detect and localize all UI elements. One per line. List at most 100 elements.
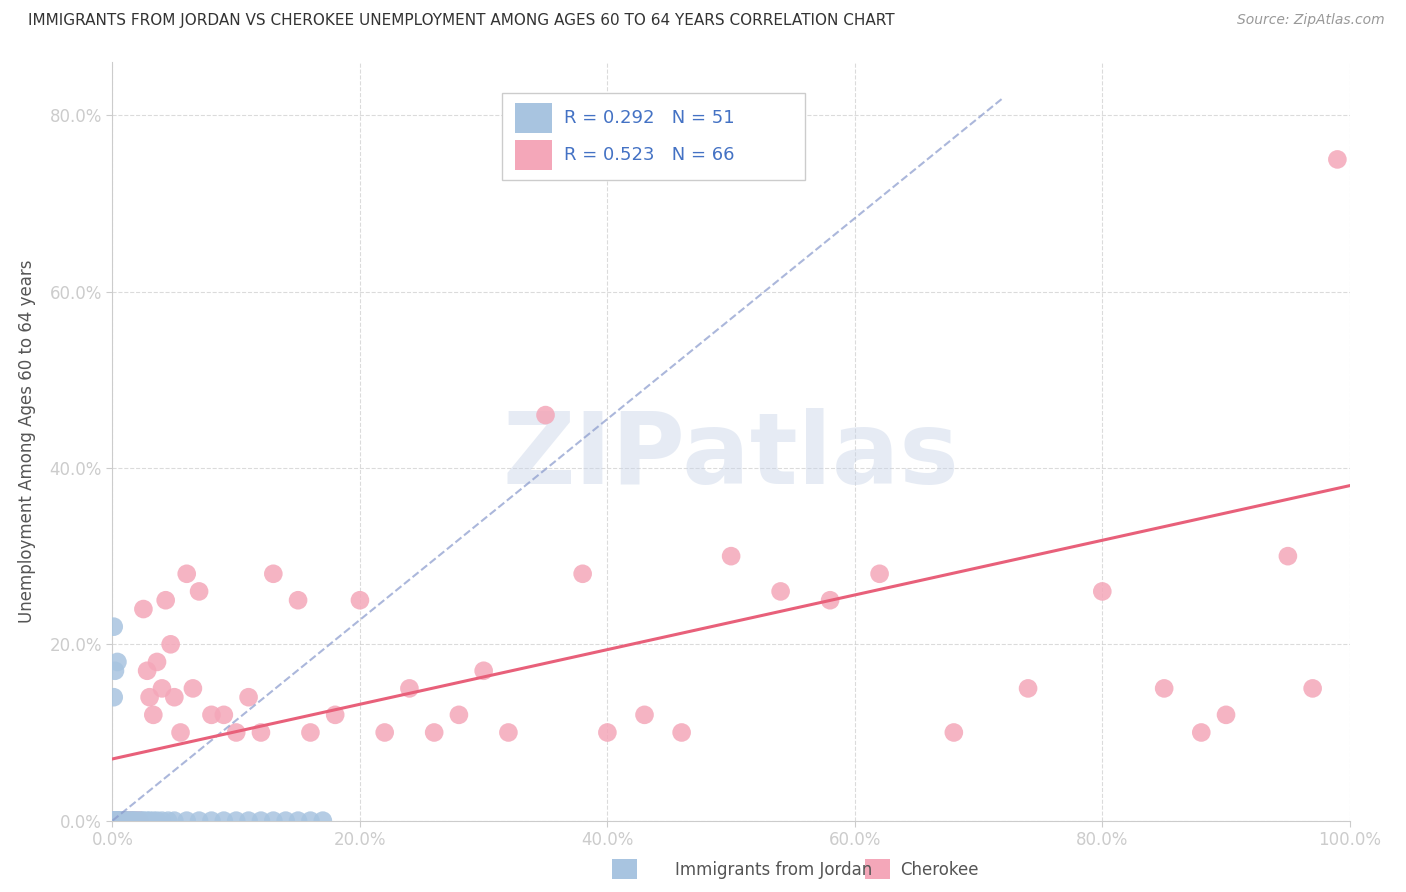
Point [633, 707, 655, 722]
Point [146, 655, 169, 669]
Point [323, 707, 346, 722]
Point [1017, 681, 1039, 696]
Point [1326, 153, 1348, 167]
Point [212, 814, 235, 828]
Point [115, 814, 138, 828]
Point [287, 814, 309, 828]
Point [128, 814, 150, 828]
Point [250, 814, 273, 828]
Point [155, 593, 177, 607]
Point [262, 814, 284, 828]
Point [124, 814, 146, 828]
Point [225, 814, 247, 828]
Text: Cherokee: Cherokee [900, 861, 979, 879]
Point [117, 814, 139, 828]
Point [105, 814, 128, 828]
Point [112, 814, 135, 828]
Point [274, 814, 297, 828]
Point [142, 814, 165, 828]
Point [118, 814, 141, 828]
Point [312, 814, 335, 828]
Y-axis label: Unemployment Among Ages 60 to 64 years: Unemployment Among Ages 60 to 64 years [18, 260, 35, 624]
Point [136, 814, 159, 828]
Point [103, 814, 125, 828]
Point [287, 593, 309, 607]
Point [769, 584, 792, 599]
Point [112, 814, 135, 828]
Point [176, 566, 198, 581]
Point [110, 814, 132, 828]
Point [250, 725, 273, 739]
Point [105, 814, 128, 828]
Point [117, 814, 139, 828]
Point [869, 566, 891, 581]
Point [169, 725, 191, 739]
Point [121, 814, 143, 828]
Point [132, 814, 155, 828]
Point [142, 707, 165, 722]
Text: Source: ZipAtlas.com: Source: ZipAtlas.com [1237, 13, 1385, 28]
Point [111, 814, 134, 828]
Point [671, 725, 693, 739]
Point [1215, 707, 1237, 722]
Point [107, 814, 129, 828]
Point [1277, 549, 1299, 563]
Point [103, 620, 125, 634]
Point [114, 814, 136, 828]
Point [398, 681, 420, 696]
Point [238, 814, 260, 828]
Point [1091, 584, 1114, 599]
Point [138, 814, 160, 828]
Point [128, 814, 150, 828]
Point [114, 814, 136, 828]
Point [818, 593, 841, 607]
FancyBboxPatch shape [515, 103, 551, 133]
Point [127, 814, 149, 828]
Point [720, 549, 742, 563]
Point [163, 690, 186, 705]
Point [117, 814, 139, 828]
Point [105, 814, 128, 828]
Point [225, 725, 247, 739]
Point [498, 725, 520, 739]
Point [104, 664, 127, 678]
Point [107, 814, 129, 828]
Point [111, 814, 134, 828]
Point [107, 655, 129, 669]
Point [159, 637, 181, 651]
FancyBboxPatch shape [515, 140, 551, 170]
Point [942, 725, 965, 739]
Point [127, 814, 149, 828]
Point [103, 814, 125, 828]
Point [107, 814, 129, 828]
Point [1153, 681, 1175, 696]
Point [120, 814, 142, 828]
Point [212, 707, 235, 722]
Point [200, 814, 222, 828]
Text: R = 0.523   N = 66: R = 0.523 N = 66 [564, 146, 734, 164]
Point [472, 664, 495, 678]
Point [103, 814, 125, 828]
Point [104, 814, 127, 828]
Point [117, 814, 139, 828]
Point [105, 814, 128, 828]
Point [120, 814, 142, 828]
Point [349, 593, 371, 607]
Point [108, 814, 131, 828]
Point [188, 814, 211, 828]
Point [103, 814, 125, 828]
Point [188, 584, 211, 599]
Point [571, 566, 593, 581]
Point [104, 814, 127, 828]
Point [115, 814, 138, 828]
Point [1189, 725, 1212, 739]
Text: Immigrants from Jordan: Immigrants from Jordan [675, 861, 872, 879]
Point [103, 690, 125, 705]
Point [238, 690, 260, 705]
Point [107, 814, 129, 828]
Point [150, 681, 173, 696]
Text: ZIPatlas: ZIPatlas [503, 409, 959, 505]
Point [104, 814, 127, 828]
Text: R = 0.292   N = 51: R = 0.292 N = 51 [564, 109, 735, 127]
Point [181, 681, 204, 696]
